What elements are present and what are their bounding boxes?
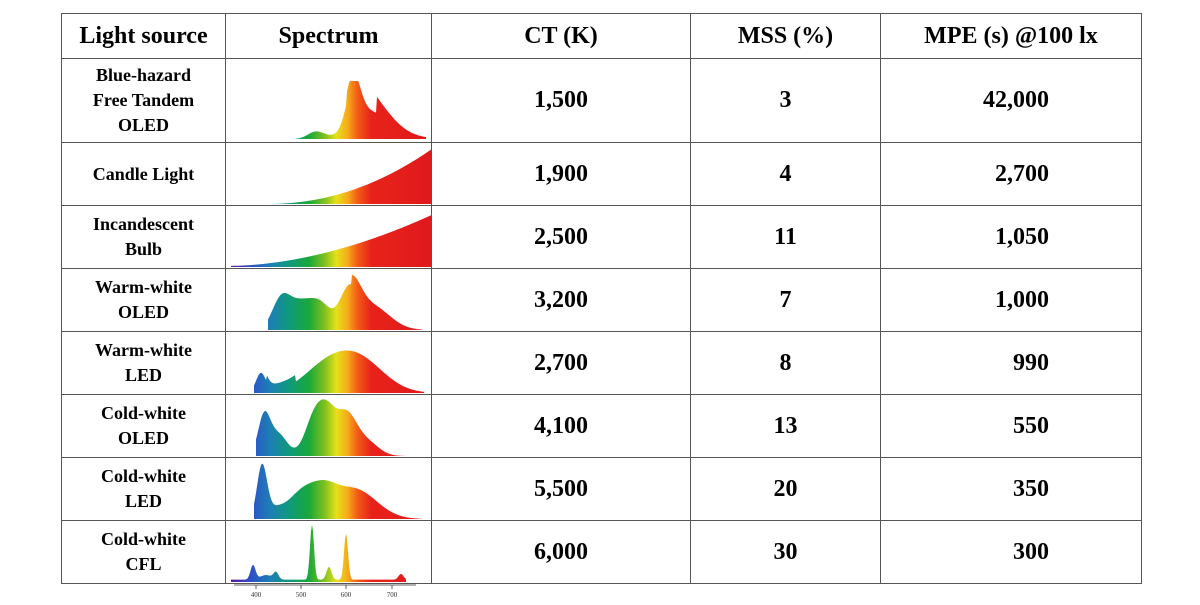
table-row: Blue-hazard Free Tandem OLED 1,500 3 42,000 bbox=[61, 58, 1142, 143]
mpe-value: 1,050 bbox=[880, 205, 1142, 269]
ct-value: 5,500 bbox=[431, 457, 691, 521]
ct-value: 3,200 bbox=[431, 268, 691, 332]
light-source-name: Incandescent Bulb bbox=[61, 205, 226, 269]
mss-value: 13 bbox=[690, 394, 881, 458]
axis-tick-label: 400 bbox=[251, 591, 262, 599]
spectrum-curve bbox=[268, 274, 422, 330]
spectrum-curve bbox=[296, 81, 426, 139]
light-source-line: Blue-hazard bbox=[95, 65, 191, 85]
light-source-line: OLED bbox=[117, 302, 169, 322]
light-source-line: Incandescent bbox=[92, 214, 194, 234]
ct-value: 2,700 bbox=[431, 331, 691, 395]
mpe-value: 550 bbox=[880, 394, 1142, 458]
light-source-name: Cold-white OLED bbox=[61, 394, 226, 458]
ct-value: 4,100 bbox=[431, 394, 691, 458]
light-source-line: Bulb bbox=[124, 239, 163, 259]
light-source-line: LED bbox=[124, 365, 162, 385]
light-source-name: Candle Light bbox=[61, 142, 226, 206]
table-row: Warm-white LED 2,700 8 990 bbox=[61, 331, 1142, 395]
axis-tick-label: 700 bbox=[387, 591, 398, 599]
spectrum-graph bbox=[231, 524, 406, 582]
spectrum-graph bbox=[266, 148, 432, 204]
mss-value: 4 bbox=[690, 142, 881, 206]
spectrum-cell: 400 500 600 700 bbox=[225, 520, 432, 599]
spectrum-graph bbox=[296, 81, 426, 139]
mss-value: 7 bbox=[690, 268, 881, 332]
header-mss: MSS (%) bbox=[690, 13, 881, 59]
light-source-line: Candle Light bbox=[92, 163, 195, 184]
light-source-line: Cold-white bbox=[101, 403, 186, 423]
header-row: Light source Spectrum CT (K) MSS (%) MPE… bbox=[61, 13, 1142, 59]
axis-tick-label: 500 bbox=[296, 591, 307, 599]
mss-value: 8 bbox=[690, 331, 881, 395]
spectrum-cell bbox=[225, 268, 432, 332]
light-source-name: Warm-white OLED bbox=[61, 268, 226, 332]
light-source-line: Warm-white bbox=[95, 277, 192, 297]
spectrum-curve bbox=[231, 214, 432, 267]
spectrum-cell bbox=[225, 457, 432, 521]
mss-value: 30 bbox=[690, 520, 881, 584]
light-source-line: LED bbox=[124, 491, 162, 511]
table-row: Incandescent Bulb 2,500 11 1,050 bbox=[61, 205, 1142, 269]
spectrum-cell bbox=[225, 142, 432, 206]
mpe-value: 350 bbox=[880, 457, 1142, 521]
light-source-name: Warm-white LED bbox=[61, 331, 226, 395]
light-source-line: Cold-white bbox=[101, 529, 186, 549]
table-row: Warm-white OLED 3,200 7 1,000 bbox=[61, 268, 1142, 332]
header-light-source: Light source bbox=[61, 13, 226, 59]
mss-value: 20 bbox=[690, 457, 881, 521]
mpe-value: 42,000 bbox=[880, 58, 1142, 143]
spectrum-curve bbox=[256, 399, 412, 456]
spectrum-curve bbox=[254, 350, 424, 393]
spectrum-graph bbox=[254, 463, 422, 519]
header-mpe: MPE (s) @100 lx bbox=[880, 13, 1142, 59]
mpe-value: 990 bbox=[880, 331, 1142, 395]
table-row: Cold-white OLED 4,100 13 550 bbox=[61, 394, 1142, 458]
light-source-line: Free Tandem bbox=[92, 90, 195, 110]
ct-value: 2,500 bbox=[431, 205, 691, 269]
mpe-value: 1,000 bbox=[880, 268, 1142, 332]
mss-value: 11 bbox=[690, 205, 881, 269]
spectrum-curve bbox=[231, 524, 406, 582]
spectrum-curve bbox=[254, 463, 422, 519]
spectrum-cell bbox=[225, 394, 432, 458]
light-source-line: Cold-white bbox=[101, 466, 186, 486]
spectrum-graph bbox=[256, 399, 412, 456]
light-source-name: Cold-white LED bbox=[61, 457, 226, 521]
spectrum-graph bbox=[268, 274, 422, 330]
axis-tick-label: 600 bbox=[341, 591, 352, 599]
spectrum-cell bbox=[225, 205, 432, 269]
light-source-line: OLED bbox=[117, 115, 169, 135]
wavelength-axis: 400 500 600 700 bbox=[234, 584, 416, 599]
light-source-table: Light source Spectrum CT (K) MSS (%) MPE… bbox=[61, 13, 1142, 599]
table-row: Cold-white LED 5,500 20 350 bbox=[61, 457, 1142, 521]
table-row: Candle Light 1,900 4 2,700 bbox=[61, 142, 1142, 206]
header-spectrum: Spectrum bbox=[225, 13, 432, 59]
ct-value: 1,500 bbox=[431, 58, 691, 143]
light-source-line: OLED bbox=[117, 428, 169, 448]
table-row: Cold-white CFL 400 500 600 700 6,000 30 300 bbox=[61, 520, 1142, 599]
mss-value: 3 bbox=[690, 58, 881, 143]
spectrum-cell bbox=[225, 58, 432, 143]
spectrum-curve bbox=[266, 148, 432, 204]
mpe-value: 2,700 bbox=[880, 142, 1142, 206]
header-ct: CT (K) bbox=[431, 13, 691, 59]
light-source-line: CFL bbox=[125, 554, 162, 574]
light-source-line: Warm-white bbox=[95, 340, 192, 360]
spectrum-graph bbox=[231, 214, 432, 267]
spectrum-graph bbox=[254, 350, 424, 393]
light-source-name: Cold-white CFL bbox=[61, 520, 226, 584]
ct-value: 1,900 bbox=[431, 142, 691, 206]
spectrum-cell bbox=[225, 331, 432, 395]
mpe-value: 300 bbox=[880, 520, 1142, 584]
light-source-name: Blue-hazard Free Tandem OLED bbox=[61, 58, 226, 143]
ct-value: 6,000 bbox=[431, 520, 691, 584]
